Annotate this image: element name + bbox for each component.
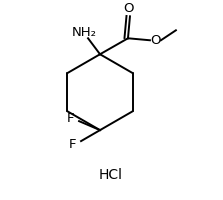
Text: O: O: [123, 2, 134, 15]
Text: F: F: [66, 112, 74, 125]
Text: F: F: [68, 138, 76, 151]
Text: O: O: [151, 34, 161, 47]
Text: NH₂: NH₂: [72, 26, 97, 39]
Text: HCl: HCl: [99, 168, 123, 182]
